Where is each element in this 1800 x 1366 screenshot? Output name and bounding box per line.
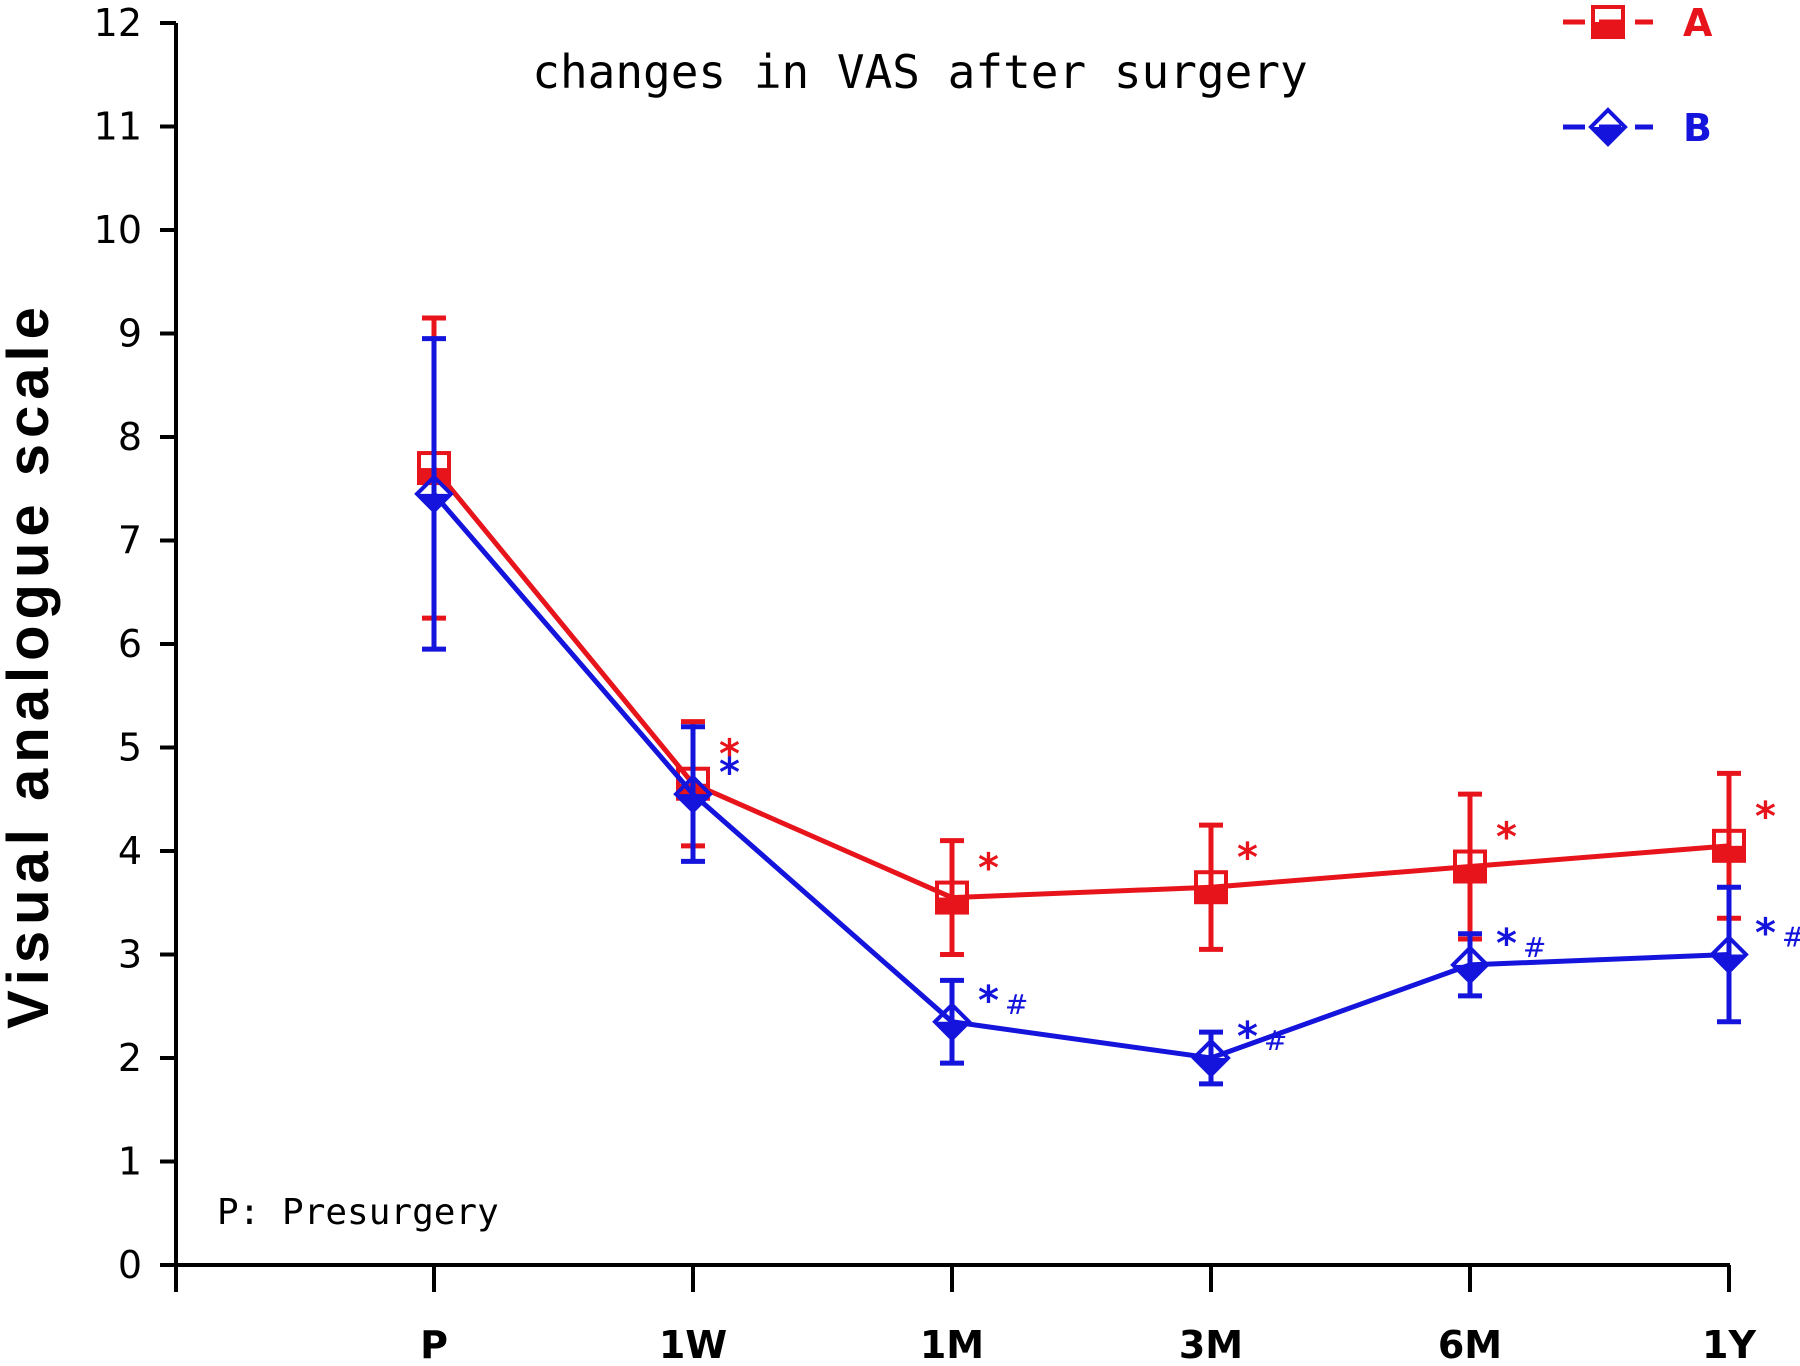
- significance-mark: *#: [1496, 921, 1546, 967]
- y-tick-label: 5: [118, 726, 142, 770]
- significance-mark: *: [719, 750, 740, 796]
- y-tick-label: 12: [94, 1, 142, 45]
- legend-marker: [1588, 107, 1628, 147]
- y-tick-label: 7: [118, 519, 142, 563]
- x-tick-label: 1W: [659, 1323, 727, 1366]
- legend-item-B: B: [1563, 106, 1712, 150]
- x-tick-label: P: [420, 1323, 448, 1366]
- legend-item-A: A: [1563, 1, 1713, 45]
- legend-marker: [1591, 5, 1625, 39]
- data-point-B: [1450, 945, 1490, 985]
- significance-mark: *: [719, 732, 740, 778]
- data-point-B: [1709, 934, 1749, 975]
- footnote-presurgery: P: Presurgery: [217, 1192, 499, 1233]
- data-point-A: [1194, 870, 1228, 905]
- y-tick-label: 3: [118, 933, 142, 977]
- axes: [174, 23, 1730, 1267]
- series-layer: *******#*#*#*#: [414, 315, 1800, 1087]
- data-point-B: [673, 774, 713, 814]
- x-ticks: P 1W 1M 3M 6M 1Y: [174, 1265, 1756, 1366]
- y-tick-label: 8: [118, 415, 142, 459]
- significance-mark: *#: [1755, 911, 1800, 957]
- x-tick-label: 1Y: [1702, 1323, 1756, 1366]
- y-tick-label: 9: [118, 312, 142, 356]
- significance-mark: *: [1237, 835, 1258, 881]
- y-tick-label: 6: [118, 622, 142, 666]
- series-B: * *# *# *# *#: [414, 336, 1800, 1087]
- y-tick-label: 1: [118, 1140, 142, 1184]
- data-point-A: [935, 880, 969, 915]
- chart-title: changes in VAS after surgery: [532, 45, 1307, 99]
- significance-mark: *#: [978, 978, 1028, 1024]
- y-tick-label: 2: [118, 1036, 142, 1080]
- significance-mark: *: [978, 846, 999, 892]
- legend-label: B: [1683, 106, 1712, 150]
- y-tick-label: 4: [118, 829, 142, 873]
- data-point-B: [1191, 1038, 1231, 1078]
- data-point-A: [1453, 849, 1487, 884]
- significance-mark: *#: [1237, 1014, 1287, 1060]
- significance-mark: *: [1496, 815, 1517, 861]
- legend-label: A: [1683, 1, 1713, 45]
- series-line-B: [432, 492, 1730, 1061]
- data-point-B: [932, 1001, 972, 1042]
- y-tick-label: 10: [94, 208, 142, 252]
- significance-mark: *: [1755, 794, 1776, 840]
- x-tick-label: 6M: [1438, 1323, 1502, 1366]
- series-A: ** * * *: [417, 315, 1776, 957]
- x-tick-label: 3M: [1179, 1323, 1243, 1366]
- y-tick-label: 11: [94, 105, 142, 149]
- y-axis-label: Visual analogue scale: [0, 301, 61, 1029]
- data-point-B: [414, 474, 454, 514]
- data-point-A: [1712, 828, 1746, 863]
- y-tick-label: 0: [118, 1243, 142, 1287]
- legend: AB: [1563, 1, 1713, 150]
- series-line-A: [432, 466, 1730, 901]
- x-tick-label: 1M: [920, 1323, 984, 1366]
